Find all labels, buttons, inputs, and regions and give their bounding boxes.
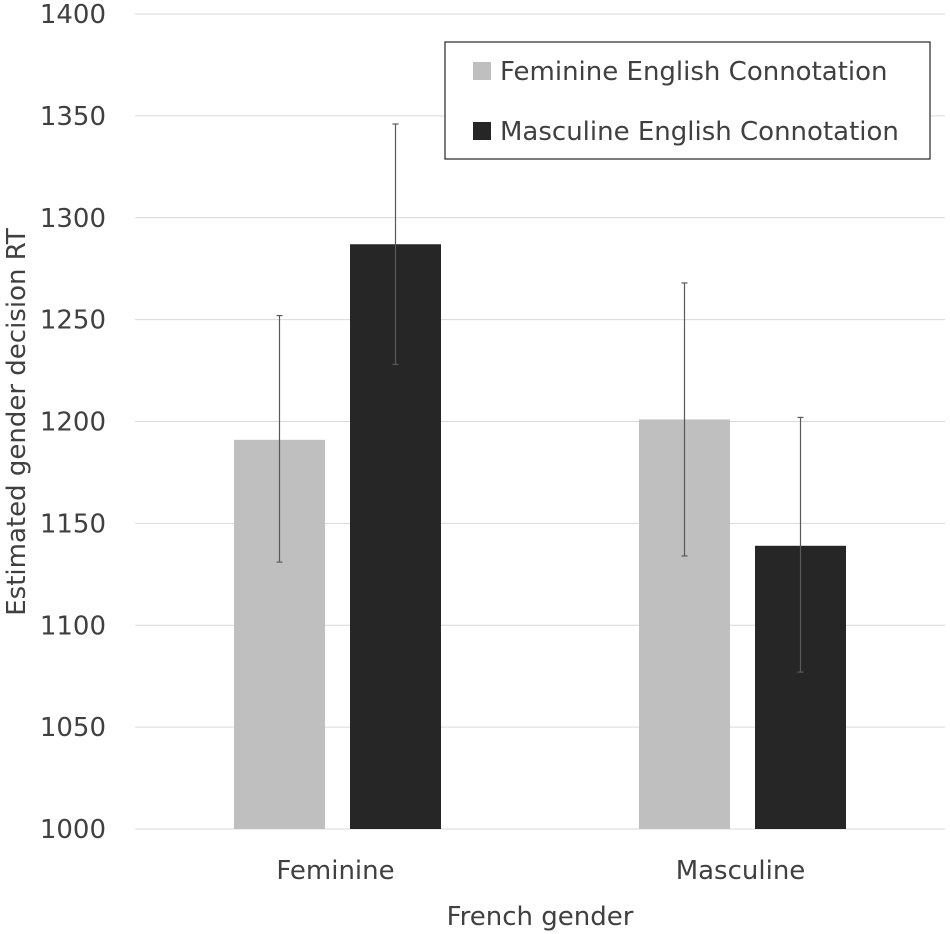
y-axis-ticks: 1000 1050 1100 1150 1200 1250 1300 1350 1400	[40, 0, 106, 845]
y-tick-label: 1050	[40, 713, 106, 743]
legend-label-masculine: Masculine English Connotation	[500, 117, 899, 147]
x-axis-categories: Feminine Masculine	[276, 856, 805, 886]
y-tick-label: 1300	[40, 204, 106, 234]
bars	[234, 244, 846, 830]
error-bars	[276, 123, 804, 673]
y-tick-label: 1350	[40, 102, 106, 132]
legend-label-feminine: Feminine English Connotation	[500, 57, 888, 87]
y-tick-label: 1250	[40, 306, 106, 336]
y-tick-label: 1100	[40, 611, 106, 641]
x-category-label: Masculine	[676, 856, 806, 886]
y-tick-label: 1200	[40, 408, 106, 438]
legend-swatch-feminine	[473, 62, 491, 80]
x-category-label: Feminine	[276, 856, 394, 886]
y-tick-label: 1150	[40, 509, 106, 539]
y-axis-title: Estimated gender decision RT	[2, 228, 32, 616]
legend-swatch-masculine	[473, 122, 491, 140]
legend: Feminine English Connotation Masculine E…	[444, 41, 931, 160]
y-tick-label: 1000	[40, 815, 106, 845]
x-axis-title: French gender	[447, 902, 634, 932]
y-tick-label: 1400	[40, 0, 106, 30]
legend-box	[444, 41, 931, 160]
